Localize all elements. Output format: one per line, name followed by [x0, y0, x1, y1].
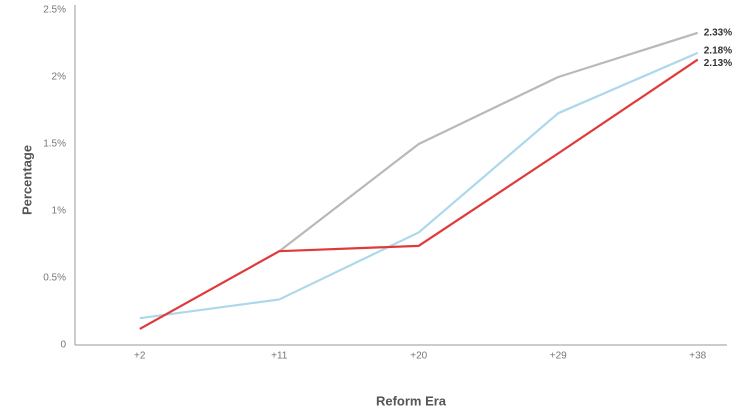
y-tick-label: 1% — [52, 206, 67, 217]
line — [278, 31, 699, 253]
x-tick-label: +11 — [271, 351, 288, 362]
x-tick-label: +2 — [134, 351, 146, 362]
x-axis-label: Reform Era — [376, 393, 447, 408]
value-label: 2.18% — [704, 46, 732, 57]
y-tick-label: 2.5% — [43, 5, 66, 16]
y-tick-label: 2% — [52, 72, 67, 83]
x-tick-label: +38 — [689, 351, 706, 362]
value-label: 2.33% — [704, 27, 732, 38]
line — [139, 58, 699, 330]
y-tick-label: 0.5% — [43, 273, 66, 284]
y-tick-label: 0 — [60, 340, 66, 351]
y-axis-label: Percentage — [19, 145, 34, 215]
x-tick-label: +29 — [550, 351, 567, 362]
y-tick-label: 1.5% — [43, 139, 66, 150]
x-tick-label: +20 — [410, 351, 427, 362]
value-label: 2.13% — [704, 58, 732, 69]
line — [139, 51, 699, 320]
